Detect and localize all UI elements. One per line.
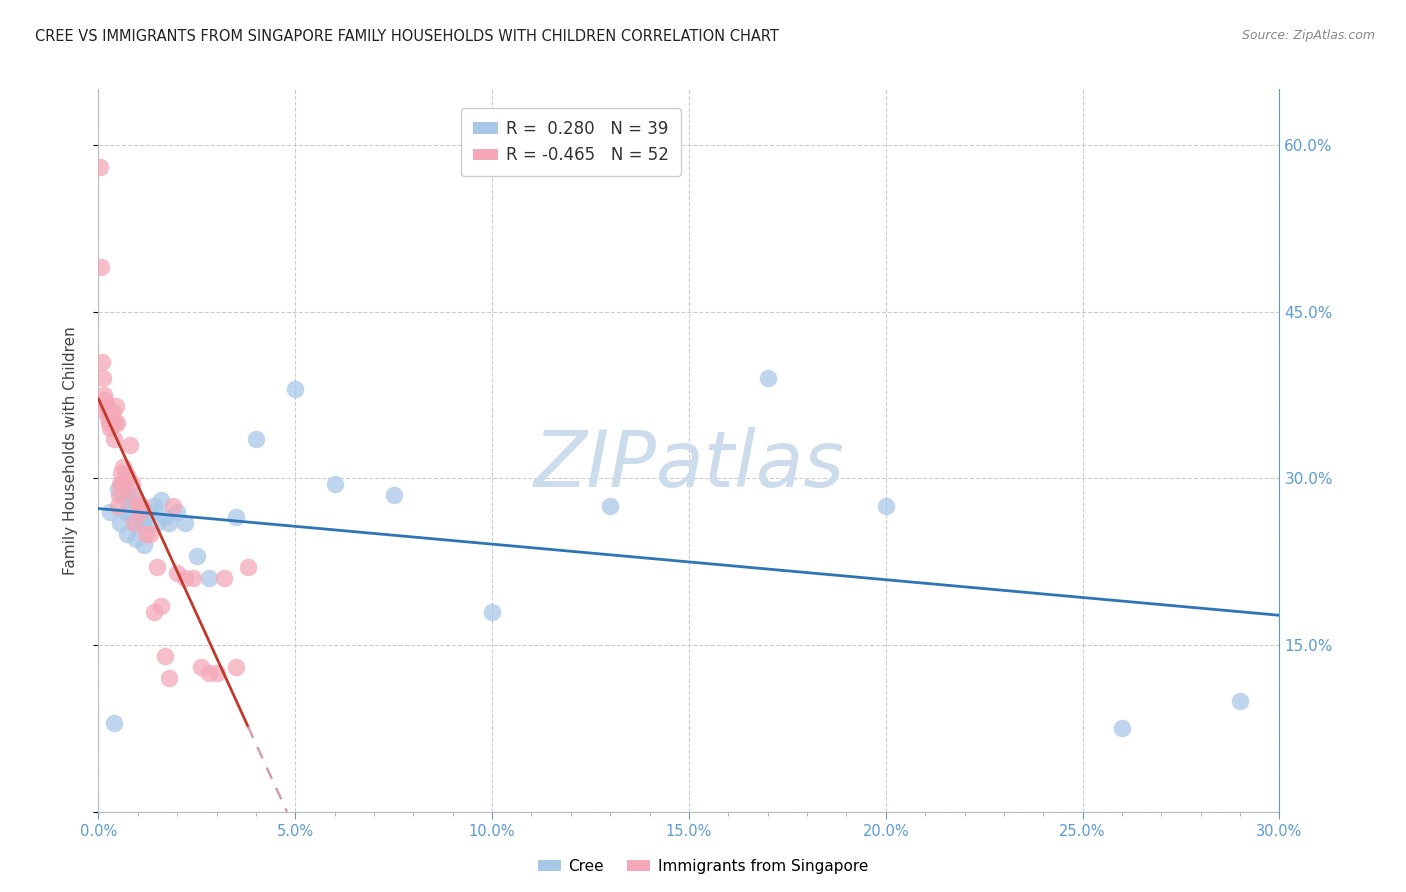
Point [125, 493, 148, 508]
Point [245, 433, 267, 447]
Point [138, 526, 160, 541]
Point [89, 160, 111, 174]
Text: CREE VS IMMIGRANTS FROM SINGAPORE FAMILY HOUSEHOLDS WITH CHILDREN CORRELATION CH: CREE VS IMMIGRANTS FROM SINGAPORE FAMILY… [35, 29, 779, 44]
Point [174, 571, 197, 585]
Point [382, 488, 405, 502]
Point [107, 499, 129, 513]
Point [107, 483, 129, 497]
Point [115, 466, 138, 480]
Point [91, 354, 114, 368]
Point [101, 416, 124, 430]
Point [138, 505, 160, 519]
Point [131, 516, 153, 530]
Point [112, 483, 135, 497]
Point [128, 505, 150, 519]
Point [142, 605, 165, 619]
Point [93, 393, 115, 408]
Point [122, 516, 145, 530]
Point [91, 371, 114, 385]
Point [98, 421, 121, 435]
Point [103, 715, 125, 730]
Point [111, 476, 134, 491]
Point [96, 399, 118, 413]
Point [112, 483, 135, 497]
Point [162, 499, 184, 513]
Point [214, 571, 236, 585]
Point [103, 433, 125, 447]
Point [118, 438, 141, 452]
Point [121, 488, 143, 502]
Point [155, 510, 177, 524]
Point [146, 560, 169, 574]
Point [1111, 722, 1133, 736]
Legend: Cree, Immigrants from Singapore: Cree, Immigrants from Singapore [531, 853, 875, 880]
Point [135, 510, 157, 524]
Point [150, 599, 173, 613]
Point [108, 516, 131, 530]
Point [205, 665, 228, 680]
Point [131, 499, 153, 513]
Point [108, 488, 131, 502]
Point [166, 566, 188, 580]
Point [127, 499, 149, 513]
Point [174, 516, 197, 530]
Point [108, 476, 131, 491]
Point [111, 460, 134, 475]
Point [186, 549, 208, 563]
Point [93, 388, 115, 402]
Point [155, 649, 177, 664]
Point [115, 505, 138, 519]
Point [101, 404, 124, 418]
Text: ZIPatlas: ZIPatlas [533, 427, 845, 503]
Point [599, 499, 621, 513]
Point [118, 505, 141, 519]
Point [284, 382, 307, 396]
Point [157, 671, 180, 685]
Point [323, 476, 346, 491]
Point [127, 499, 149, 513]
Point [197, 665, 219, 680]
Point [190, 660, 212, 674]
Point [105, 416, 128, 430]
Point [225, 510, 247, 524]
Point [105, 399, 128, 413]
Point [1229, 693, 1251, 707]
Point [98, 505, 121, 519]
Point [122, 516, 145, 530]
Point [97, 410, 120, 425]
Point [90, 260, 112, 274]
Point [100, 410, 122, 425]
Point [150, 493, 173, 508]
Point [197, 571, 219, 585]
Point [111, 488, 134, 502]
Point [115, 526, 138, 541]
Point [96, 404, 118, 418]
Point [225, 660, 247, 674]
Point [875, 499, 897, 513]
Point [135, 526, 157, 541]
Point [481, 605, 503, 619]
Y-axis label: Family Households with Children: Family Households with Children [63, 326, 77, 574]
Point [756, 371, 779, 385]
Point [104, 416, 127, 430]
Text: Source: ZipAtlas.com: Source: ZipAtlas.com [1241, 29, 1375, 42]
Point [142, 499, 165, 513]
Point [128, 505, 150, 519]
Point [117, 493, 139, 508]
Point [125, 533, 148, 547]
Point [181, 571, 204, 585]
Point [98, 416, 121, 430]
Point [236, 560, 259, 574]
Point [117, 471, 139, 485]
Point [157, 516, 180, 530]
Point [110, 466, 132, 480]
Point [132, 538, 155, 552]
Point [121, 476, 143, 491]
Point [94, 399, 117, 413]
Point [146, 516, 169, 530]
Point [166, 505, 188, 519]
Legend: R =  0.280   N = 39, R = -0.465   N = 52: R = 0.280 N = 39, R = -0.465 N = 52 [461, 108, 681, 176]
